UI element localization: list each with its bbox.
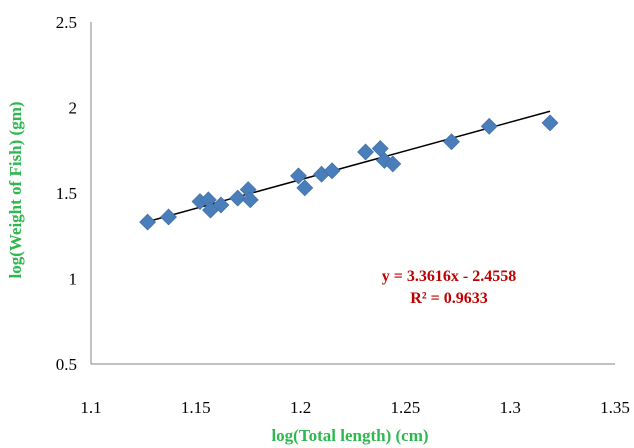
x-tick-label: 1.25 — [391, 398, 421, 417]
data-point-diamond — [541, 114, 559, 132]
x-tick-labels: 1.1 1.15 1.2 1.25 1.3 1.35 — [80, 398, 630, 417]
y-tick-label: 1.5 — [56, 184, 77, 203]
data-point-diamond — [241, 191, 259, 209]
x-tick-label: 1.15 — [181, 398, 211, 417]
data-point-diamond — [480, 117, 498, 135]
data-point-diamond — [323, 162, 341, 180]
data-point-diamond — [290, 167, 307, 185]
trendline-equation: y = 3.3616x - 2.4558 — [382, 268, 516, 285]
data-point-diamond — [296, 179, 314, 197]
data-point-diamond — [229, 189, 247, 207]
axes — [90, 22, 615, 365]
y-tick-label: 0.5 — [56, 355, 77, 374]
y-tick-labels: 0.5 1 1.5 2 2.5 — [56, 13, 77, 374]
data-point-diamond — [212, 196, 230, 214]
data-points — [139, 114, 559, 231]
x-tick-label: 1.3 — [500, 398, 521, 417]
data-point-diamond — [384, 155, 402, 173]
r-squared-label: R² = 0.9633 — [410, 290, 487, 307]
y-axis-title: log(Weight of Fish) (gm) — [6, 101, 25, 278]
y-tick-label: 1 — [69, 270, 78, 289]
data-point-diamond — [160, 208, 177, 226]
data-point-diamond — [139, 213, 157, 231]
y-tick-label: 2 — [69, 99, 78, 118]
y-tick-label: 2.5 — [56, 13, 77, 32]
data-point-diamond — [357, 143, 375, 161]
x-tick-label: 1.1 — [80, 398, 101, 417]
data-point-diamond — [443, 133, 460, 151]
x-tick-label: 1.2 — [290, 398, 311, 417]
x-tick-label: 1.35 — [600, 398, 630, 417]
x-axis-title: log(Total length) (cm) — [271, 426, 428, 445]
